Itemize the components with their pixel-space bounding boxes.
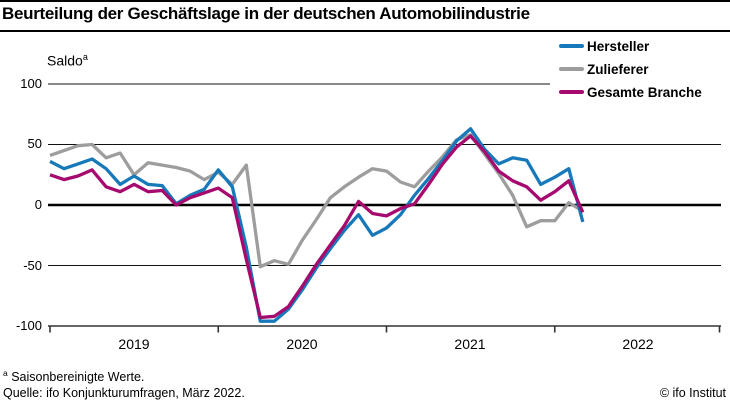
- hersteller-line-swatch: [559, 44, 584, 48]
- y-tick-label-neg100: -100: [15, 318, 42, 333]
- y-tick-label-50: 50: [27, 136, 42, 151]
- y-tick-label-neg50: -50: [23, 258, 42, 273]
- zulieferer-line-swatch: [559, 67, 584, 71]
- y-tick-label-100: 100: [20, 76, 42, 91]
- source-note: Quelle: ifo Konjunkturumfragen, März 202…: [3, 386, 245, 400]
- x-tick-label-2020: 2020: [286, 336, 318, 352]
- y-axis-title: Saldoa: [47, 52, 88, 69]
- page-title: Beurteilung der Geschäftslage in der deu…: [2, 4, 530, 23]
- series-lines: [49, 127, 585, 323]
- gesamte-branche-line-swatch: [559, 90, 584, 94]
- copyright-note: © ifo Institut: [659, 386, 726, 400]
- y-axis-title-superscript: a: [82, 52, 88, 62]
- x-tick-label-2019: 2019: [118, 336, 150, 352]
- legend-item-gesamte-branche: Gesamte Branche: [559, 84, 702, 100]
- chart-legend: Hersteller Zulieferer Gesamte Branche: [559, 38, 702, 107]
- gesamte-branche-line: [49, 134, 585, 320]
- legend-item-hersteller: Hersteller: [559, 38, 702, 54]
- x-tick-label-2022: 2022: [622, 336, 654, 352]
- footnote-seasonal-adjustment: a Saisonbereinigte Werte.: [3, 368, 144, 384]
- y-axis-title-text: Saldo: [47, 52, 83, 69]
- top-rule: [0, 0, 730, 2]
- legend-label-hersteller: Hersteller: [587, 38, 650, 54]
- legend-item-zulieferer: Zulieferer: [559, 61, 702, 77]
- footnote-marker: a: [3, 368, 8, 378]
- y-tick-label-0: 0: [34, 197, 42, 212]
- footnote-text: Saisonbereinigte Werte.: [7, 370, 145, 385]
- zulieferer-line: [49, 133, 584, 269]
- hersteller-line: [49, 127, 585, 323]
- x-axis-ticks: [49, 326, 721, 333]
- legend-label-gesamte-branche: Gesamte Branche: [587, 84, 702, 100]
- x-tick-label-2021: 2021: [454, 336, 486, 352]
- title-divider-rule: [0, 30, 730, 32]
- legend-label-zulieferer: Zulieferer: [587, 61, 649, 77]
